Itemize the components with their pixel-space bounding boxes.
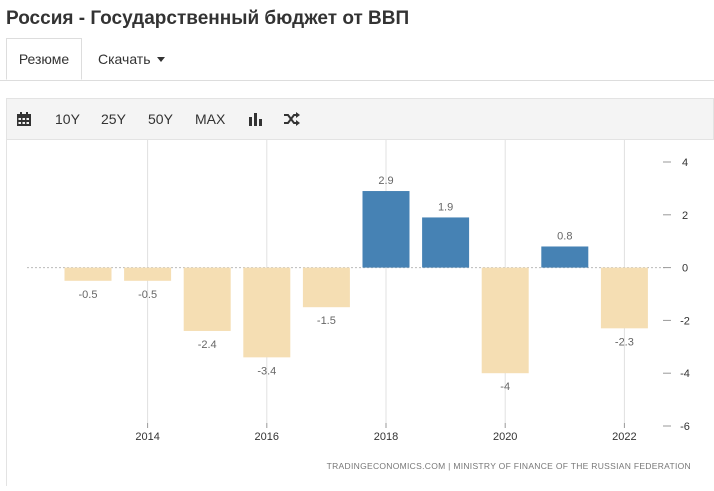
- range-max-button[interactable]: MAX: [195, 111, 226, 127]
- calendar-button[interactable]: [16, 99, 32, 139]
- chart-toolbar: 10Y 25Y 50Y MAX: [6, 98, 714, 140]
- range-25y-button[interactable]: 25Y: [101, 111, 126, 127]
- bar-value-label: 1.9: [438, 201, 453, 213]
- y-tick-label: -2: [680, 315, 690, 327]
- bar[interactable]: [243, 267, 291, 358]
- calendar-icon: [17, 112, 31, 126]
- y-tick-label: -6: [680, 421, 690, 433]
- bar[interactable]: [541, 246, 589, 268]
- chart-source: TRADINGECONOMICS.COM | MINISTRY OF FINAN…: [327, 461, 691, 471]
- download-dropdown[interactable]: Скачать: [98, 38, 165, 80]
- caret-down-icon: [156, 56, 165, 62]
- tab-bar: [0, 38, 714, 81]
- bar[interactable]: [64, 267, 112, 281]
- bar[interactable]: [600, 267, 648, 329]
- chart-type-button[interactable]: [247, 99, 263, 139]
- bar-value-label: -3.4: [257, 365, 276, 377]
- chart-container: -0.5 -0.5 -2.4 -3.4 -1.5 2.9 1.9 -4 0.8 -2.3 2014…: [6, 140, 714, 486]
- bar-value-label: 2.9: [378, 175, 393, 187]
- bar[interactable]: [302, 267, 350, 308]
- x-tick-label: 2014: [135, 431, 159, 443]
- bar-chart-icon: [249, 113, 262, 126]
- download-label: Скачать: [98, 51, 151, 67]
- axis-layer: 2014 2016 2018 2020 2022 4 2 0 -2 -4 -6: [135, 157, 690, 443]
- y-tick-label: 0: [682, 263, 688, 275]
- bar[interactable]: [422, 217, 470, 268]
- shuffle-icon: [284, 112, 300, 126]
- bar-value-label: -2.4: [198, 339, 217, 351]
- bar[interactable]: [362, 191, 410, 268]
- y-tick-label: -4: [680, 368, 690, 380]
- bar-chart: -0.5 -0.5 -2.4 -3.4 -1.5 2.9 1.9 -4 0.8 -2.3 2014…: [27, 140, 691, 471]
- x-tick-label: 2022: [612, 431, 636, 443]
- bar-value-label: -1.5: [317, 315, 336, 327]
- value-label-layer: -0.5 -0.5 -2.4 -3.4 -1.5 2.9 1.9 -4 0.8 -2.3: [79, 175, 634, 393]
- range-50y-button[interactable]: 50Y: [148, 111, 173, 127]
- x-tick-label: 2016: [255, 431, 279, 443]
- range-10y-button[interactable]: 10Y: [55, 111, 80, 127]
- bar-value-label: -0.5: [138, 289, 157, 301]
- y-tick-label: 2: [682, 210, 688, 222]
- compare-button[interactable]: [283, 99, 301, 139]
- y-tick-label: 4: [682, 157, 688, 169]
- bar[interactable]: [124, 267, 172, 281]
- bar-value-label: -4: [500, 381, 510, 393]
- page-title: Россия - Государственный бюджет от ВВП: [6, 8, 410, 29]
- tab-summary[interactable]: Резюме: [6, 38, 82, 80]
- bar-value-label: -2.3: [615, 336, 634, 348]
- bar-value-label: -0.5: [79, 289, 98, 301]
- bar-layer: [64, 191, 648, 374]
- x-tick-label: 2020: [493, 431, 517, 443]
- bar[interactable]: [481, 267, 529, 374]
- bar[interactable]: [183, 267, 231, 331]
- x-tick-label: 2018: [374, 431, 398, 443]
- bar-value-label: 0.8: [557, 230, 572, 242]
